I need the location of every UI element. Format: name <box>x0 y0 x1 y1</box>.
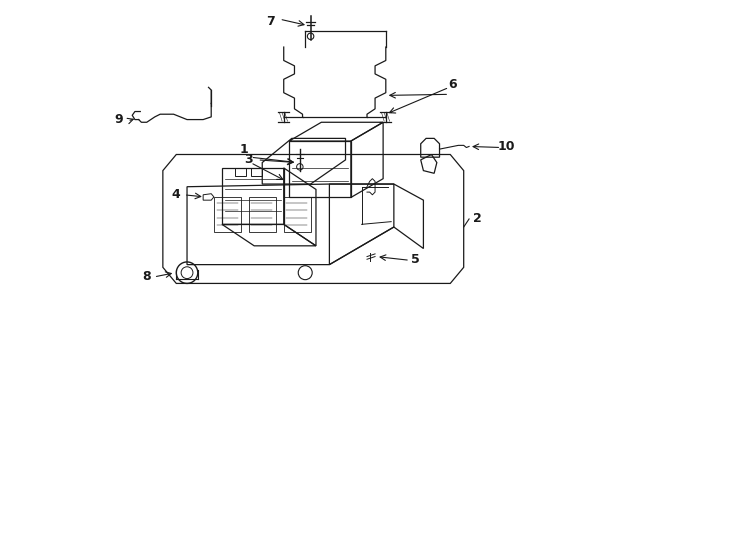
Text: 4: 4 <box>172 188 181 201</box>
Text: 10: 10 <box>498 140 515 153</box>
Text: 8: 8 <box>142 271 151 284</box>
Text: 7: 7 <box>266 15 275 28</box>
Text: 6: 6 <box>448 78 457 91</box>
Text: 2: 2 <box>473 212 482 226</box>
Text: 3: 3 <box>244 153 253 166</box>
Text: 9: 9 <box>114 113 123 126</box>
Text: 1: 1 <box>239 143 248 156</box>
Text: 5: 5 <box>411 253 420 266</box>
